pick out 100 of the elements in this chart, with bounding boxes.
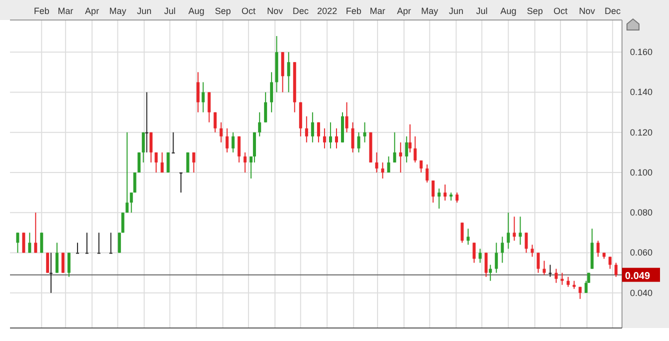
x-tick-label: Nov	[578, 6, 596, 16]
candlestick	[40, 232, 44, 254]
candlestick	[16, 232, 20, 254]
x-tick-label: May	[421, 6, 439, 16]
candlestick	[405, 136, 408, 163]
x-tick-label: Jul	[476, 6, 488, 16]
candlestick	[444, 184, 447, 202]
y-tick-label: 0.140	[630, 87, 653, 98]
candlestick	[22, 232, 26, 254]
x-tick-label: Dec	[292, 6, 310, 16]
x-tick-label: 2022	[317, 6, 338, 16]
y-tick-label: 0.100	[630, 167, 653, 178]
candlestick	[28, 232, 32, 254]
candlestick	[192, 152, 196, 173]
candlestick	[270, 72, 274, 113]
y-tick-label: 0.160	[630, 46, 653, 57]
candlestick	[536, 252, 540, 274]
candlestick	[287, 52, 290, 93]
x-tick-label: Apr	[397, 6, 412, 16]
candlestick	[264, 92, 268, 123]
candlestick	[238, 136, 241, 163]
x-tick-label: Oct	[553, 6, 568, 16]
candlestick	[56, 242, 59, 274]
candlestick	[67, 252, 70, 278]
x-tick-label: May	[109, 6, 127, 16]
candlestick	[357, 132, 360, 153]
candlestick	[530, 244, 534, 258]
candlestick	[466, 228, 470, 246]
x-tick-label: Apr	[85, 6, 100, 16]
candlestick	[387, 156, 390, 173]
candlestick	[226, 128, 229, 153]
x-tick-label: Jul	[164, 6, 176, 16]
candlestick	[596, 240, 600, 258]
candlestick	[220, 122, 223, 143]
candlestick	[506, 212, 510, 250]
candlestick	[118, 232, 121, 254]
candlestick	[186, 152, 190, 173]
y-tick-label: 0.040	[630, 288, 653, 298]
candlestick	[375, 152, 378, 173]
candlestick	[351, 122, 354, 153]
x-tick-label: Mar	[370, 6, 386, 16]
candlestick	[145, 92, 148, 153]
candlestick	[34, 212, 38, 254]
candlestick	[566, 276, 570, 288]
candlestick	[50, 252, 53, 294]
candlestick	[179, 172, 182, 194]
candlestick	[456, 192, 459, 204]
candlestick	[121, 212, 124, 234]
candlestick	[542, 260, 546, 276]
x-tick-label: Feb	[34, 6, 50, 16]
candlestick	[150, 132, 153, 163]
candlestick	[232, 132, 235, 153]
candlestick	[488, 264, 492, 282]
candlestick	[130, 192, 133, 214]
candlestick	[166, 152, 170, 173]
candlestick	[512, 216, 516, 242]
candlestick	[363, 122, 366, 143]
candlestick	[518, 216, 522, 246]
candlestick	[494, 242, 498, 274]
candlestick	[311, 112, 314, 143]
candlestick	[196, 72, 200, 113]
candlestick	[472, 242, 476, 264]
x-tick-label: Oct	[241, 6, 256, 16]
candlestick	[420, 160, 423, 173]
x-tick-label: Feb	[346, 6, 362, 16]
candlestick	[578, 286, 582, 300]
candlestick	[142, 132, 145, 163]
x-tick-label: Nov	[266, 6, 284, 16]
candlestick	[335, 128, 338, 149]
x-tick-label: Jun	[136, 6, 152, 16]
candlestick	[484, 252, 488, 278]
candlestick	[478, 248, 482, 264]
candlestick	[329, 122, 332, 149]
candlestick	[305, 116, 308, 143]
candlestick	[438, 188, 441, 210]
candlestick	[214, 112, 217, 133]
candlestick	[426, 164, 429, 184]
candlestick	[317, 122, 320, 143]
x-tick-label: Sep	[214, 6, 231, 16]
candlestick	[85, 232, 88, 254]
candlestick	[393, 132, 396, 163]
candlestick	[500, 236, 504, 264]
y-tick-label: 0.080	[630, 208, 653, 218]
y-tick-label: 0.060	[630, 248, 653, 258]
candlestick	[160, 152, 164, 173]
x-tick-label: Sep	[526, 6, 543, 16]
candlestick	[109, 232, 112, 254]
candlestick	[414, 136, 417, 163]
candlestick	[258, 112, 262, 137]
x-tick-label: Mar	[58, 6, 74, 16]
x-tick-label: Aug	[500, 6, 516, 16]
candlestick	[97, 232, 100, 254]
candlestick	[554, 268, 558, 284]
candlestick	[46, 252, 50, 274]
candlestick	[172, 132, 175, 154]
candlestick	[399, 142, 402, 173]
candlestick	[460, 222, 464, 244]
x-tick-label: Jun	[448, 6, 464, 16]
candlestick	[381, 162, 384, 180]
x-tick-label: Aug	[188, 6, 204, 16]
